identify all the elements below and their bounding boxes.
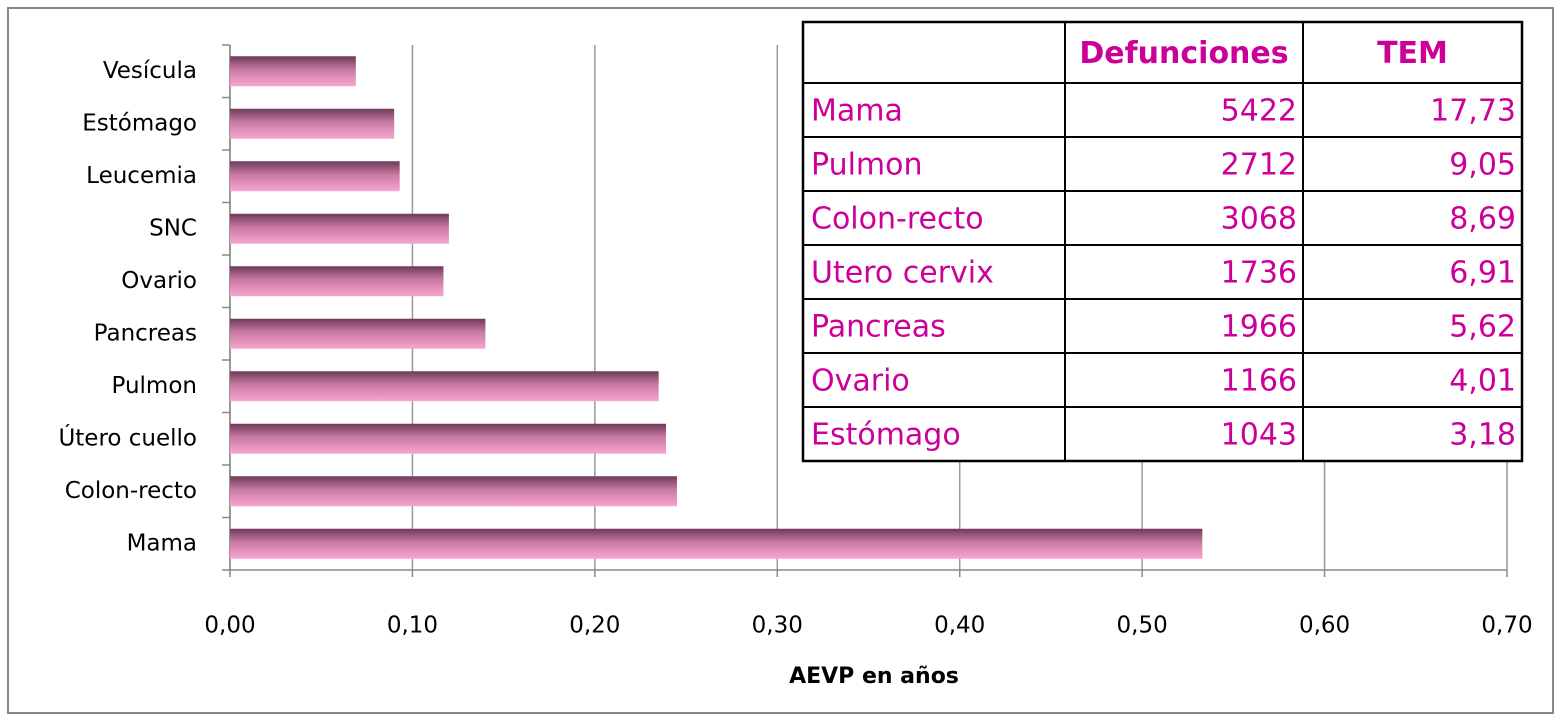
table-frame [801,20,1524,463]
y-tick-label: Pulmon [112,373,198,399]
x-tick-label: 0,00 [204,613,255,639]
y-tick-label: Útero cuello [58,423,197,451]
x-tick-label: 0,30 [752,613,803,639]
table-cell: Mama [811,94,903,129]
bar [230,56,356,87]
bar [230,528,1203,559]
table-cell: 1736 [1221,256,1297,291]
table-cell: Colon-recto [811,202,984,237]
table-cell: Pancreas [811,310,946,345]
table-cell: 1166 [1221,364,1297,399]
y-tick-label: SNC [149,215,197,241]
y-tick-label: Leucemia [86,163,197,189]
x-tick-label: 0,70 [1481,613,1532,639]
table-cell: 5422 [1221,94,1297,129]
x-tick-label: 0,60 [1299,613,1350,639]
x-tick-label: 0,40 [934,613,985,639]
bar [230,266,444,297]
table-cell: 5,62 [1449,310,1516,345]
y-tick-label: Mama [127,530,197,556]
bar [230,108,395,139]
table-cell: 4,01 [1449,364,1516,399]
bar [230,213,449,244]
bar [230,476,677,507]
table-cell: 6,91 [1449,256,1516,291]
table-header: Defunciones [1079,36,1288,71]
x-tick-label: 0,10 [387,613,438,639]
y-tick-label: Colon-recto [65,478,197,504]
table-cell: Utero cervix [811,256,994,291]
bar [230,318,486,349]
bar [230,371,659,402]
x-tick-label: 0,20 [569,613,620,639]
y-tick-label: Vesícula [103,58,197,84]
bar [230,161,400,192]
table-cell: 3,18 [1449,418,1516,453]
y-tick-label: Pancreas [94,320,197,346]
table-cell: Pulmon [811,148,923,183]
table-cell: Estómago [811,418,961,453]
x-axis-label: AEVP en años [789,664,959,689]
table-cell: 8,69 [1449,202,1516,237]
table-cell: 1966 [1221,310,1297,345]
table-cell: 1043 [1221,418,1297,453]
table-cell: 3068 [1221,202,1297,237]
table-cell: Ovario [811,364,910,399]
table-cell: 9,05 [1449,148,1516,183]
table-cell: 2712 [1221,148,1297,183]
bar [230,423,667,454]
x-tick-label: 0,50 [1117,613,1168,639]
table-cell: 17,73 [1430,94,1516,129]
y-tick-label: Ovario [121,268,197,294]
y-tick-label: Estómago [82,110,197,136]
table-header: TEM [1377,36,1448,71]
